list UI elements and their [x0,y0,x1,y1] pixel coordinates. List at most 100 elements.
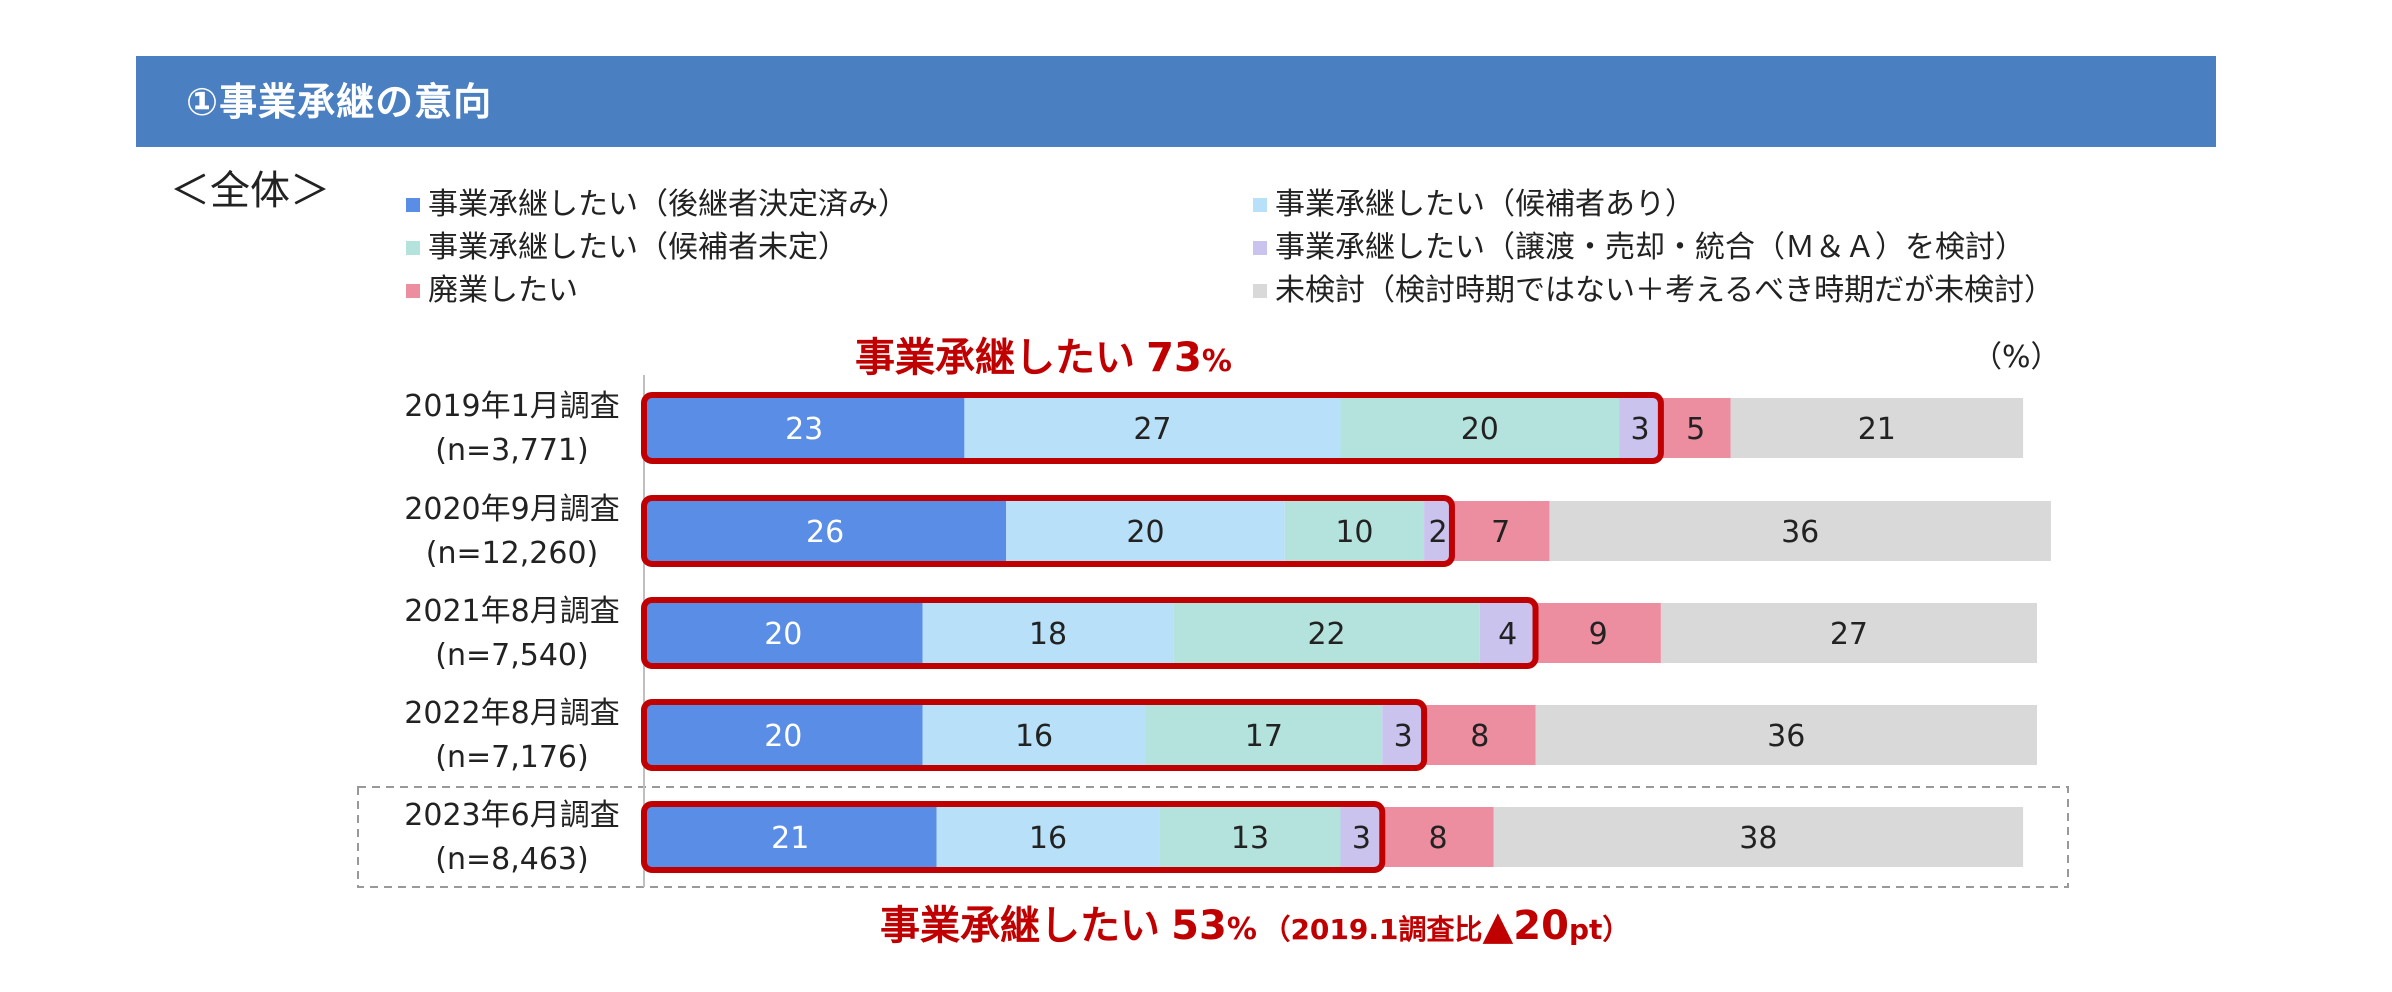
row-n-label: (n=7,540) [435,638,588,673]
row-n-label: (n=12,260) [426,536,599,571]
bar-value-label: 3 [1630,412,1649,447]
succession-outline [641,801,1386,873]
bar-segment [1340,398,1620,458]
bar-value-label: 8 [1470,719,1489,754]
legend-entry-unconsidered: 未検討（検討時期ではない＋考えるべき時期だが未検討） [1253,271,2054,311]
bar-segment [1493,807,2024,867]
bar-segment [644,398,965,458]
bar-segment [1619,398,1661,458]
legend-swatch [1253,284,1267,298]
legend-label: 未検討（検討時期ではない＋考えるべき時期だが未検討） [1275,273,2055,308]
bar-segment [1382,807,1494,867]
highlight-frame [357,786,2069,888]
callout-text: 事業承継したい [855,335,1135,381]
legend-label: 事業承継したい（候補者未定） [428,230,848,265]
bar-segment [936,807,1160,867]
bar-value-label: 20 [764,719,802,754]
bar-value-label: 20 [1126,515,1164,550]
row-n-label: (n=3,771) [435,433,588,468]
section-label: ＜全体＞ [170,168,330,214]
bar-segment [1006,501,1285,561]
legend-label: 事業承継したい（候補者あり） [1275,187,1695,222]
bar-segment [1660,398,1731,458]
legend-entry-successor-decided: 事業承継したい（後継者決定済み） [406,185,908,225]
callout-note-open: （2019.1調査比 [1262,913,1483,946]
bar-value-label: 26 [806,515,844,550]
bar-value-label: 21 [771,821,809,856]
unit-label: （%） [1972,340,2061,375]
succession-outline [641,495,1455,567]
legend-label: 事業承継したい（譲渡・売却・統合（Ｍ＆Ａ）を検討） [1275,230,2025,265]
bar-value-label: 7 [1491,515,1510,550]
row-n-label: (n=8,463) [435,842,588,877]
row-label: 2023年6月調査 [404,798,619,833]
top-callout: 事業承継したい 73% [855,330,1232,394]
row-label: 2020年9月調査 [404,492,619,527]
legend-label: 廃業したい [428,273,578,308]
bar-segment [644,501,1007,561]
bar-value-label: 8 [1428,821,1447,856]
callout-text: 事業承継したい [880,903,1160,949]
callout-value: 73 [1146,335,1202,381]
callout-value: 53 [1171,903,1227,949]
legend-swatch [406,284,420,298]
bar-segment [964,398,1341,458]
bar-segment [922,705,1146,765]
legend-label: 事業承継したい（後継者決定済み） [428,187,908,222]
bar-value-label: 16 [1015,719,1053,754]
bar-value-label: 18 [1029,617,1067,652]
legend-entry-mna: 事業承継したい（譲渡・売却・統合（Ｍ＆Ａ）を検討） [1253,228,2025,268]
bar-segment [1535,705,2037,765]
bar-value-label: 23 [785,412,823,447]
bar-value-label: 20 [764,617,802,652]
bar-segment [922,603,1174,663]
bar-value-label: 17 [1245,719,1283,754]
bar-segment [1535,603,1661,663]
legend-entry-candidate-exists: 事業承継したい（候補者あり） [1253,185,1695,225]
bar-value-label: 2 [1428,515,1447,550]
bar-segment [1549,501,2051,561]
succession-outline [641,699,1428,771]
callout-pct: % [1226,912,1257,947]
header-band [136,56,2216,147]
bar-segment [644,807,937,867]
legend-swatch [406,241,420,255]
row-label: 2019年1月調査 [404,389,619,424]
bar-value-label: 22 [1307,617,1345,652]
bar-value-label: 36 [1767,719,1805,754]
bar-segment [1145,705,1383,765]
bar-value-label: 38 [1739,821,1777,856]
bar-value-label: 4 [1498,617,1517,652]
bar-segment [1382,705,1425,765]
bar-segment [644,603,923,663]
legend-swatch [1253,198,1267,212]
bar-segment [1424,705,1536,765]
legend-swatch [1253,241,1267,255]
bar-value-label: 10 [1335,515,1373,550]
row-label: 2021年8月調査 [404,594,619,629]
succession-outline [641,392,1664,464]
bar-segment [1451,501,1550,561]
callout-note-unit: pt [1568,913,1603,946]
bar-value-label: 20 [1461,412,1499,447]
bar-value-label: 27 [1133,412,1171,447]
callout-note-delta: ▲20 [1482,903,1569,949]
bar-segment [1173,603,1480,663]
bar-segment [1340,807,1383,867]
bar-segment [1660,603,2037,663]
callout-note-close: ） [1602,913,1631,946]
bar-value-label: 36 [1781,515,1819,550]
bar-value-label: 21 [1858,412,1896,447]
page-title: ①事業承継の意向 [186,80,493,124]
legend-entry-candidate-undecided: 事業承継したい（候補者未定） [406,228,848,268]
legend-entry-closure: 廃業したい [406,271,578,311]
succession-outline [641,597,1539,669]
bar-value-label: 5 [1686,412,1705,447]
bar-segment [1730,398,2024,458]
bar-segment [1284,501,1425,561]
bar-value-label: 9 [1589,617,1608,652]
row-n-label: (n=7,176) [435,740,588,775]
bar-value-label: 13 [1231,821,1269,856]
bar-segment [644,705,923,765]
